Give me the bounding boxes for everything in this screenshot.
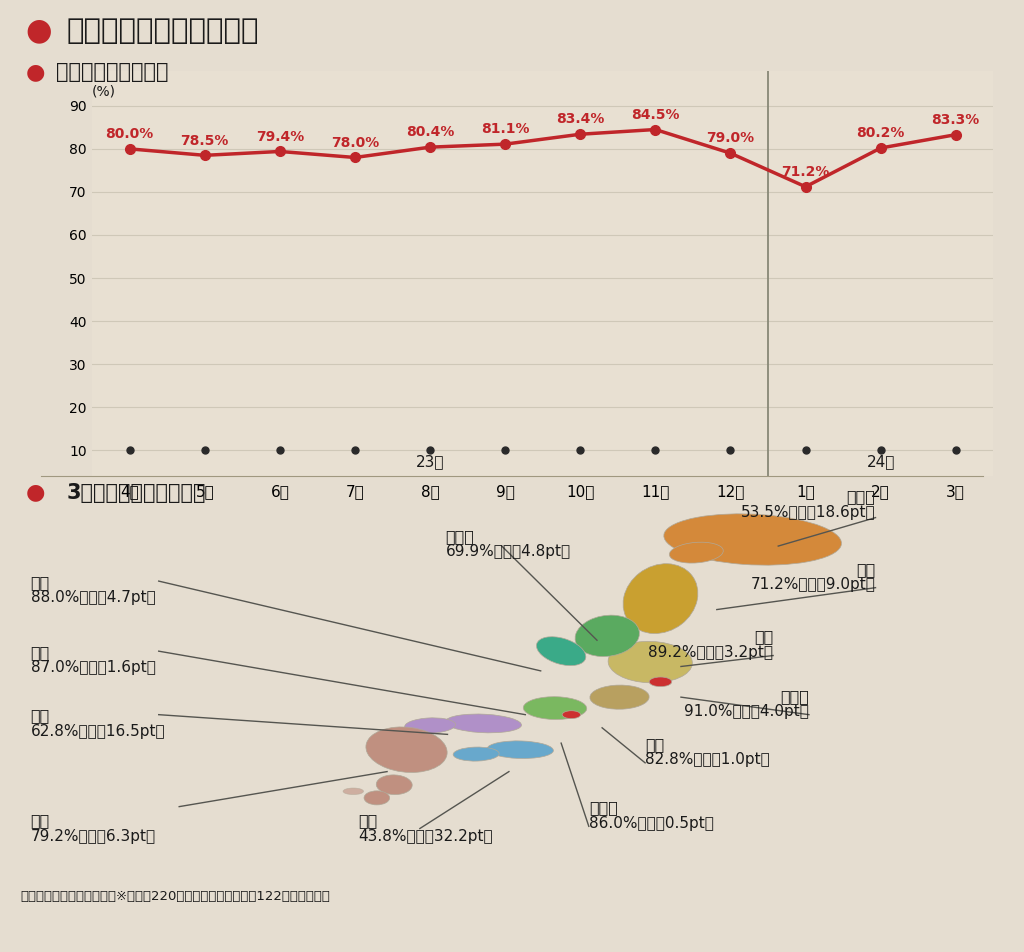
Text: 80.4%: 80.4% xyxy=(406,126,455,139)
Text: 53.5%　（－18.6pt）: 53.5% （－18.6pt） xyxy=(741,505,876,520)
Text: 79.2%　（－6.3pt）: 79.2% （－6.3pt） xyxy=(31,829,156,844)
Ellipse shape xyxy=(523,697,587,720)
Text: 79.4%: 79.4% xyxy=(256,129,304,144)
Ellipse shape xyxy=(623,564,698,633)
Text: 86.0%　（＋0.5pt）: 86.0% （＋0.5pt） xyxy=(589,816,714,831)
Text: 3月の地域別客室利用率: 3月の地域別客室利用率 xyxy=(67,483,206,503)
Ellipse shape xyxy=(454,747,499,761)
Text: ●: ● xyxy=(26,62,45,82)
Text: 東海: 東海 xyxy=(645,737,665,752)
Ellipse shape xyxy=(404,718,456,733)
Text: 62.8%　（－16.5pt）: 62.8% （－16.5pt） xyxy=(31,724,165,739)
Text: 83.3%: 83.3% xyxy=(932,113,980,127)
Text: 78.0%: 78.0% xyxy=(331,136,379,149)
Text: 89.2%　（＋3.2pt）: 89.2% （＋3.2pt） xyxy=(648,645,773,660)
Text: 83.4%: 83.4% xyxy=(556,112,604,127)
Ellipse shape xyxy=(365,791,389,804)
Text: 東京都: 東京都 xyxy=(780,688,809,704)
Ellipse shape xyxy=(575,615,639,657)
Ellipse shape xyxy=(376,775,413,795)
Text: 近畿: 近畿 xyxy=(31,645,50,660)
Text: 東北: 東北 xyxy=(856,562,876,577)
Ellipse shape xyxy=(366,727,447,772)
Text: 87.0%　（＋1.6pt）: 87.0% （＋1.6pt） xyxy=(31,661,156,675)
Text: 43.8%　（－32.2pt）: 43.8% （－32.2pt） xyxy=(358,829,493,844)
Text: 79.0%: 79.0% xyxy=(707,131,755,146)
Ellipse shape xyxy=(562,711,581,719)
Ellipse shape xyxy=(608,642,692,683)
Ellipse shape xyxy=(537,637,586,665)
Ellipse shape xyxy=(590,685,649,709)
Text: 大阪府: 大阪府 xyxy=(589,801,617,815)
Text: 80.0%: 80.0% xyxy=(105,128,154,141)
Text: 91.0%　（＋4.0pt）: 91.0% （＋4.0pt） xyxy=(684,704,809,719)
Text: 24年: 24年 xyxy=(866,454,895,469)
Ellipse shape xyxy=(649,677,672,686)
Text: 関東: 関東 xyxy=(754,629,773,645)
Text: ●: ● xyxy=(26,16,52,46)
Text: 資料：全日本ホテル連盟　※調査は220ホテルを対象に行い、122ホテルが回答: 資料：全日本ホテル連盟 ※調査は220ホテルを対象に行い、122ホテルが回答 xyxy=(20,890,331,902)
Text: 80.2%: 80.2% xyxy=(856,127,905,140)
Text: 78.5%: 78.5% xyxy=(180,133,229,148)
Ellipse shape xyxy=(487,741,553,759)
Text: 九州: 九州 xyxy=(31,814,50,828)
Text: 中国: 中国 xyxy=(31,708,50,724)
Ellipse shape xyxy=(670,543,723,563)
Ellipse shape xyxy=(664,514,842,565)
Text: 北海道: 北海道 xyxy=(847,489,876,505)
Text: 71.2%: 71.2% xyxy=(781,165,829,179)
Ellipse shape xyxy=(343,788,364,795)
Text: 81.1%: 81.1% xyxy=(481,123,529,136)
Text: ●: ● xyxy=(26,483,45,503)
Text: 甲信越: 甲信越 xyxy=(445,529,474,544)
Text: 71.2%　（－9.0pt）: 71.2% （－9.0pt） xyxy=(751,577,876,592)
Text: (%): (%) xyxy=(92,85,116,98)
Text: 四国: 四国 xyxy=(358,814,378,828)
Text: 82.8%　（－1.0pt）: 82.8% （－1.0pt） xyxy=(645,752,770,767)
Text: 69.9%　（－4.8pt）: 69.9% （－4.8pt） xyxy=(445,545,570,560)
Text: 23年: 23年 xyxy=(416,454,444,469)
Text: 北陸: 北陸 xyxy=(31,575,50,590)
Text: 月別平均客室利用率: 月別平均客室利用率 xyxy=(56,62,169,82)
Text: 84.5%: 84.5% xyxy=(631,108,680,122)
Ellipse shape xyxy=(445,714,521,733)
Text: 88.0%　（＋4.7pt）: 88.0% （＋4.7pt） xyxy=(31,590,156,605)
Text: 全国のホテル客室利用率: 全国のホテル客室利用率 xyxy=(67,17,259,45)
